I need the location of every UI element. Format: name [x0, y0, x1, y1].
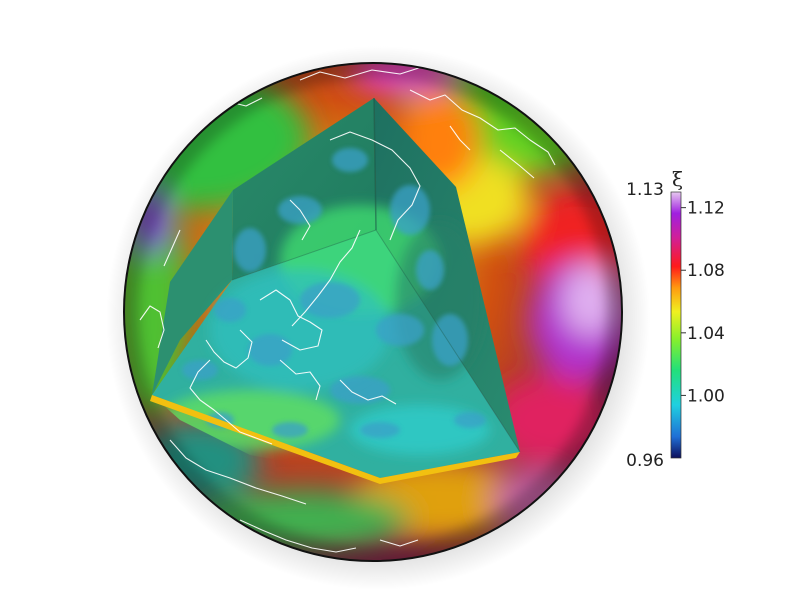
cutaway-interior [150, 97, 521, 484]
coastlines [139, 65, 556, 553]
colorbar-tick-label: 1.04 [687, 324, 725, 344]
colorbar-tick-label: 1.00 [687, 386, 725, 406]
sphere-outline [123, 62, 623, 562]
colorbar-min-label: 0.96 [626, 451, 664, 471]
colorbar-max-label: 1.13 [626, 180, 664, 200]
colorbar-gradient [671, 192, 681, 458]
colorbar-symbol: ξ [672, 167, 683, 191]
colorbar-tick-label: 1.08 [687, 261, 725, 281]
colorbar-tick-label: 1.12 [687, 199, 725, 219]
colorbar-border [670, 191, 682, 459]
colorbar: 1.12 1.08 1.04 1.00 ξ 1.13 0.96 [626, 167, 725, 471]
colorbar-ticks: 1.12 1.08 1.04 1.00 [681, 199, 725, 406]
